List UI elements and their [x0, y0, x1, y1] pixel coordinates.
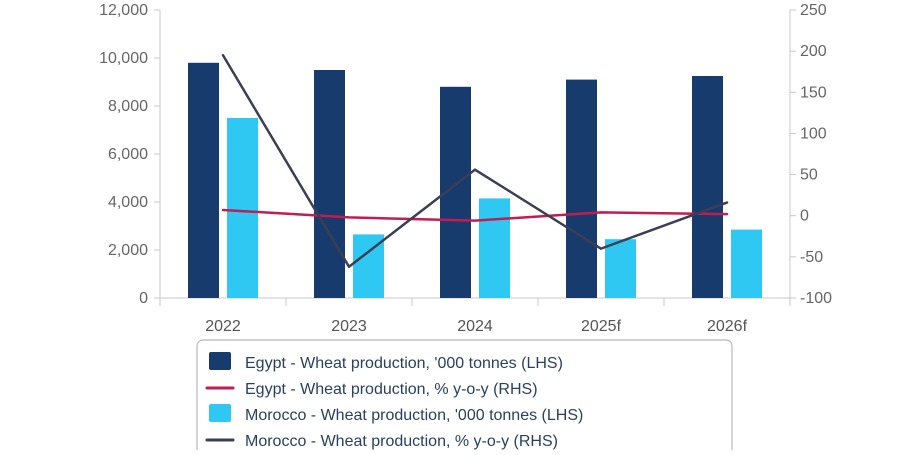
- line-morocco-yoy: [221, 54, 729, 268]
- legend-entry-label: Morocco - Wheat production, % y-o-y (RHS…: [245, 433, 558, 450]
- legend-entry-label: Egypt - Wheat production, '000 tonnes (L…: [245, 355, 563, 372]
- legend-swatch-bar: [209, 352, 231, 370]
- right-axis-tick-label: 50: [800, 167, 818, 184]
- legend-box: [196, 339, 733, 455]
- left-axis-tick-label: 4,000: [108, 194, 148, 211]
- left-axis-tick-label: 10,000: [99, 50, 148, 67]
- legend-entry-label: Egypt - Wheat production, % y-o-y (RHS): [245, 381, 538, 398]
- x-axis-category-label: 2024: [457, 318, 493, 335]
- bar-egypt-2025f: [566, 79, 597, 298]
- x-axis-category-label: 2026f: [707, 318, 748, 335]
- bar-morocco-2024: [479, 198, 510, 298]
- right-axis-tick-label: 150: [800, 84, 827, 101]
- bar-morocco-2026f: [731, 229, 762, 298]
- right-axis-tick-label: -50: [800, 249, 823, 266]
- left-axis-tick-label: 0: [139, 290, 148, 307]
- legend-entry-label: Morocco - Wheat production, '000 tonnes …: [245, 407, 583, 424]
- left-axis-tick-label: 2,000: [108, 242, 148, 259]
- right-axis-tick-label: 200: [800, 43, 827, 60]
- legend-swatch-bar: [209, 404, 231, 422]
- bar-morocco-2025f: [605, 239, 636, 298]
- left-axis-tick-label: 12,000: [99, 2, 148, 19]
- right-axis-tick-label: 100: [800, 125, 827, 142]
- line-egypt-yoy: [221, 208, 729, 222]
- left-axis-tick-label: 6,000: [108, 146, 148, 163]
- x-axis-category-label: 2022: [205, 318, 241, 335]
- right-axis-tick-label: 0: [800, 208, 809, 225]
- bar-egypt-2023: [314, 70, 345, 298]
- right-axis-tick-label: 250: [800, 2, 827, 19]
- x-axis-category-label: 2025f: [581, 318, 622, 335]
- bar-egypt-2026f: [692, 76, 723, 298]
- bar-egypt-2022: [188, 62, 219, 298]
- x-axis-category-label: 2023: [331, 318, 367, 335]
- left-axis-tick-label: 8,000: [108, 98, 148, 115]
- bar-morocco-2022: [227, 118, 258, 298]
- right-axis-tick-label: -100: [800, 290, 832, 307]
